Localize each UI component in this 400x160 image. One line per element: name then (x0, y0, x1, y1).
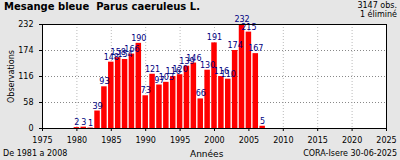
svg-text:2000: 2000 (204, 136, 224, 145)
svg-text:116: 116 (18, 72, 33, 81)
svg-text:2020: 2020 (342, 136, 362, 145)
svg-text:2: 2 (74, 118, 79, 127)
svg-text:58: 58 (23, 98, 33, 107)
svg-text:190: 190 (131, 34, 146, 43)
svg-text:191: 191 (207, 33, 222, 42)
svg-text:154: 154 (117, 50, 133, 59)
html-text:3147 obs.: 3147 obs. (357, 1, 397, 10)
svg-text:120: 120 (172, 65, 187, 74)
svg-text:1985: 1985 (101, 136, 121, 145)
svg-text:103: 103 (158, 72, 174, 82)
svg-text:5: 5 (260, 117, 265, 126)
svg-text:3: 3 (81, 118, 86, 127)
svg-text:121: 121 (144, 64, 161, 74)
svg-text:2025: 2025 (376, 136, 396, 145)
svg-text:232: 232 (18, 20, 33, 29)
svg-text:0: 0 (28, 124, 33, 133)
svg-text:146: 146 (186, 53, 202, 63)
svg-text:2010: 2010 (273, 136, 293, 145)
svg-text:1980: 1980 (67, 136, 87, 145)
html-text:CORA-Isere 30-06-2025: CORA-Isere 30-06-2025 (303, 149, 397, 158)
svg-text:174: 174 (227, 41, 242, 50)
svg-text:2005: 2005 (239, 136, 259, 145)
html-text:1 éliminé: 1 éliminé (360, 10, 397, 19)
svg-text:73: 73 (141, 86, 151, 95)
svg-text:1995: 1995 (170, 136, 190, 145)
svg-text:167: 167 (248, 44, 263, 53)
svg-text:166: 166 (124, 45, 139, 54)
svg-text:1: 1 (88, 119, 93, 128)
svg-text:93: 93 (99, 77, 109, 86)
svg-text:1990: 1990 (136, 136, 156, 145)
html-text:De 1981 a 2008: De 1981 a 2008 (3, 149, 68, 158)
svg-text:232: 232 (234, 15, 250, 25)
svg-text:130: 130 (200, 60, 216, 70)
svg-text:2015: 2015 (308, 136, 328, 145)
svg-text:215: 215 (241, 22, 257, 32)
svg-text:110: 110 (221, 70, 236, 79)
svg-text:Observations: Observations (7, 50, 16, 103)
svg-text:66: 66 (196, 89, 206, 98)
html-text:Mesange bleue Parus caeruleus: Mesange bleue Parus caeruleus L. (4, 1, 200, 12)
svg-text:1975: 1975 (32, 136, 52, 145)
html-text:Années: Années (190, 149, 224, 159)
svg-text:39: 39 (92, 102, 102, 111)
svg-text:174: 174 (18, 46, 33, 55)
